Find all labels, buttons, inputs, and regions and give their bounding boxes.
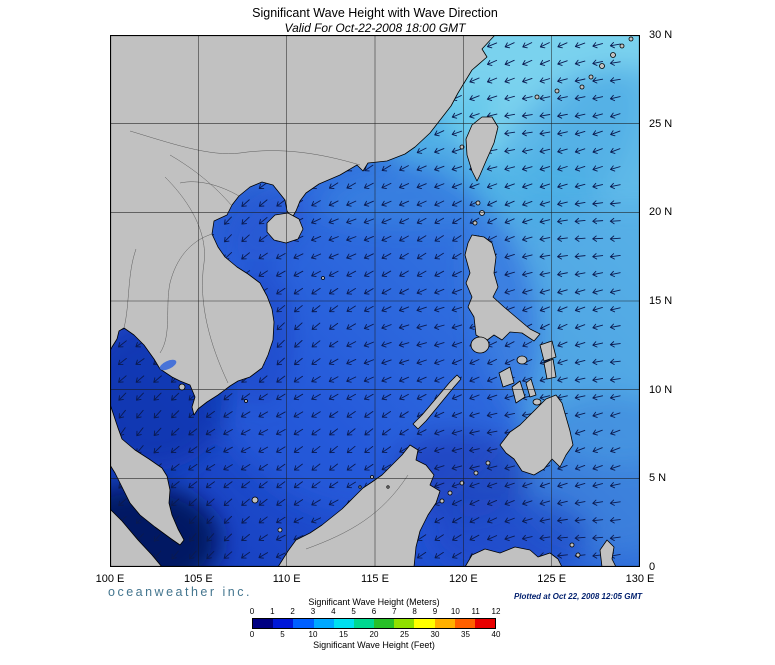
colorbar-segment xyxy=(434,619,455,628)
inland-borders-rivers xyxy=(123,130,409,550)
chart-title: Significant Wave Height with Wave Direct… xyxy=(252,6,498,20)
sulawesi-landmass xyxy=(464,546,563,567)
colorbar-segment xyxy=(474,619,496,628)
colorbar-segment xyxy=(353,619,375,628)
colorbar-feet-ticks: 0 5 10 15 20 25 30 35 40 xyxy=(249,630,501,640)
meters-tick: 7 xyxy=(392,607,397,616)
feet-tick: 5 xyxy=(280,630,285,639)
colorbar-segment xyxy=(273,619,294,628)
feet-tick: 20 xyxy=(369,630,379,639)
lat-tick-label: 30 N xyxy=(649,29,673,41)
meters-tick: 11 xyxy=(471,607,480,616)
bohol-island xyxy=(532,398,542,406)
oceanweather-logo: oceanweather inc. xyxy=(108,585,252,599)
lon-tick-label: 115 E xyxy=(361,573,389,585)
meters-tick: 12 xyxy=(491,607,501,616)
mindanao-landmass xyxy=(499,394,574,476)
lon-tick-label: 110 E xyxy=(272,573,301,585)
title-block: Significant Wave Height with Wave Direct… xyxy=(110,6,640,35)
meters-tick: 0 xyxy=(249,607,255,616)
lat-tick-label: 5 N xyxy=(649,472,667,485)
tonle-sap-lake xyxy=(159,359,177,371)
map-area xyxy=(110,35,640,567)
chart-subtitle: Valid For Oct-22-2008 18:00 GMT xyxy=(284,21,466,35)
leyte-island xyxy=(543,358,557,380)
plotted-timestamp: Plotted at Oct 22, 2008 12:05 GMT xyxy=(513,592,642,601)
luzon-landmass xyxy=(464,234,541,342)
wave-height-map xyxy=(110,35,640,567)
lon-tick-label: 105 E xyxy=(183,573,213,585)
hainan-landmass xyxy=(266,212,304,244)
lat-tick-label: 15 N xyxy=(649,295,673,307)
meters-tick: 1 xyxy=(270,607,275,616)
lon-tick-label: 100 E xyxy=(95,573,125,585)
lat-tick-label: 20 N xyxy=(649,206,673,219)
meters-tick: 5 xyxy=(351,607,356,616)
colorbar-segment xyxy=(253,619,274,628)
lat-tick-label: 0 xyxy=(649,561,656,573)
meters-tick: 2 xyxy=(290,607,295,616)
meters-tick: 8 xyxy=(412,607,417,616)
halmahera-landmass xyxy=(599,539,617,567)
lat-tick-label: 25 N xyxy=(649,117,673,130)
colorbar-meters-title: Significant Wave Height (Meters) xyxy=(308,597,440,607)
colorbar-meters-ticks: 0 1 2 3 4 5 6 7 8 9 10 11 12 xyxy=(249,607,501,617)
map-frame xyxy=(110,35,640,567)
colorbar-segment xyxy=(313,619,334,628)
colorbar-segment xyxy=(374,619,395,628)
malay-peninsula-landmass xyxy=(110,403,185,546)
feet-tick: 30 xyxy=(430,630,440,639)
meters-tick: 3 xyxy=(310,607,316,616)
colorbar-segment xyxy=(394,619,415,628)
feet-tick: 40 xyxy=(491,630,501,639)
meters-tick: 9 xyxy=(432,607,438,616)
negros-island xyxy=(511,380,526,404)
colorbar-feet-title: Significant Wave Height (Feet) xyxy=(313,640,435,650)
colorbar-segment xyxy=(454,619,475,628)
lon-tick-label: 125 E xyxy=(537,573,567,585)
meters-tick: 10 xyxy=(450,607,460,616)
graticule xyxy=(110,35,640,567)
cebu-island xyxy=(525,378,537,398)
panay-island xyxy=(498,366,515,388)
palawan-landmass xyxy=(412,374,462,430)
masbate-island xyxy=(516,355,528,365)
meters-tick: 6 xyxy=(371,607,377,616)
feet-tick: 35 xyxy=(461,630,470,639)
lon-tick-label: 120 E xyxy=(448,573,478,585)
colorbar-gradient xyxy=(252,618,496,629)
colorbar-segment xyxy=(293,619,314,628)
meters-tick: 4 xyxy=(331,607,336,616)
mindoro-island xyxy=(470,336,490,354)
borneo-landmass xyxy=(277,444,441,567)
samar-island xyxy=(539,340,557,362)
feet-tick: 0 xyxy=(249,630,255,639)
colorbar-segment xyxy=(414,619,435,628)
lon-tick-label: 130 E xyxy=(625,573,655,585)
feet-tick: 25 xyxy=(400,630,409,639)
colorbar-segment xyxy=(333,619,354,628)
feet-tick: 10 xyxy=(308,630,318,639)
sumatra-landmass xyxy=(110,508,163,567)
lat-tick-label: 10 N xyxy=(649,383,673,396)
feet-tick: 15 xyxy=(339,630,348,639)
